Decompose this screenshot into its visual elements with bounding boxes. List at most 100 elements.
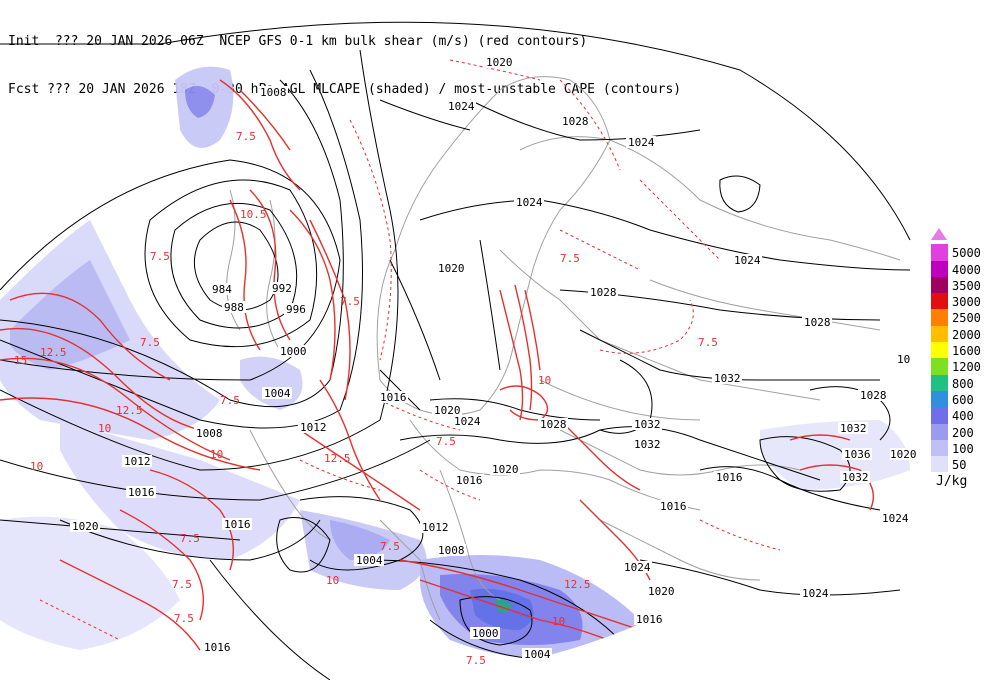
isobar-label: 1028 — [804, 316, 831, 329]
legend-label: 2000 — [952, 327, 981, 342]
shear-label: 10 — [210, 448, 223, 461]
legend-row: 2000 — [928, 325, 998, 343]
cape-legend: 5000 4000 3500 3000 2500 2000 1600 1200 800 600 40… — [928, 228, 998, 473]
shear-label: 7.5 — [560, 252, 580, 265]
isobar-label: 1004 — [356, 554, 383, 567]
shear-label: 10.5 — [240, 208, 267, 221]
shear-label: 7.5 — [436, 435, 456, 448]
legend-swatch — [931, 260, 948, 277]
isobar-label: 1028 — [540, 418, 567, 431]
legend-row: 400 — [928, 407, 998, 424]
isobar-label: 988 — [224, 301, 244, 314]
legend-swatch — [931, 309, 948, 326]
legend-swatch — [931, 325, 948, 343]
isobar-label: 1024 — [802, 587, 829, 600]
isobar-label: 996 — [286, 303, 306, 316]
isobar-label: 1028 — [590, 286, 617, 299]
legend-swatch — [931, 456, 948, 473]
legend-row: 800 — [928, 374, 998, 391]
shear-label: 12.5 — [40, 346, 67, 359]
isobar-label: 984 — [212, 283, 232, 296]
legend-row: 200 — [928, 423, 998, 440]
isobar-label: 1024 — [454, 415, 481, 428]
isobar-label: 1016 — [660, 500, 687, 513]
isobar-label: 1008 — [196, 427, 223, 440]
isobar-label: 1032 — [634, 438, 661, 451]
isobar-label: 1020 — [486, 56, 513, 69]
isobar-label: 1020 — [72, 520, 99, 533]
isobar-label: 1032 — [842, 471, 869, 484]
isobar-label: 1012 — [300, 421, 327, 434]
isobar-label: 10 — [897, 353, 910, 366]
legend-swatch — [931, 342, 948, 359]
legend-row: 600 — [928, 390, 998, 408]
isobar-label: 1036 — [844, 448, 871, 461]
header-fcst-line: Fcst ??? 20 JAN 2026 18Z 0-30 hPa AGL ML… — [8, 82, 682, 97]
shear-label: 7.5 — [698, 336, 718, 349]
shear-label: 10 — [30, 460, 43, 473]
legend-row: 1200 — [928, 358, 998, 375]
legend-row: 2500 — [928, 309, 998, 326]
shear-label: 7.5 — [340, 295, 360, 308]
isobar-label: 1020 — [434, 404, 461, 417]
shear-label: 7.5 — [174, 612, 194, 625]
legend-units: J/kg — [936, 474, 968, 489]
isobar-labels: 1008 1024 1028 1024 1020 1024 1028 1024 … — [70, 56, 917, 661]
legend-label: 2500 — [952, 311, 981, 326]
header-init-line: Init ??? 20 JAN 2026 06Z NCEP GFS 0-1 km… — [8, 34, 588, 49]
legend-row: 100 — [928, 439, 998, 457]
legend-swatch — [931, 407, 948, 424]
legend-row: 5000 — [928, 244, 998, 261]
shear-label: 7.5 — [236, 130, 256, 143]
shear-label: 12.5 — [116, 404, 143, 417]
isobar-label: 1016 — [716, 471, 743, 484]
shear-label: 7.5 — [140, 336, 160, 349]
shear-label: 10 — [538, 374, 551, 387]
legend-swatch — [931, 423, 948, 440]
shear-contours — [0, 79, 874, 651]
shear-labels: 7.5 10.5 7.5 7.5 15 12.5 10 7.5 10 12.5 … — [14, 130, 718, 667]
legend-swatch — [931, 358, 948, 375]
legend-swatch — [931, 439, 948, 457]
legend-label: 4000 — [952, 262, 981, 277]
legend-swatch — [931, 276, 948, 294]
isobar-label: 1024 — [628, 136, 655, 149]
legend-label: 50 — [952, 458, 967, 473]
legend-row: 3500 — [928, 276, 998, 294]
shear-label: 10 — [98, 422, 111, 435]
coastlines — [226, 76, 901, 621]
isobar-label: 1032 — [634, 418, 661, 431]
isobar-label: 1024 — [734, 254, 761, 267]
legend-row: 50 — [928, 456, 998, 473]
isobar-label: 1020 — [438, 262, 465, 275]
legend-label: 3500 — [952, 278, 981, 293]
legend-swatch — [931, 293, 948, 310]
shear-label: 15 — [14, 354, 27, 367]
isobar-label: 1008 — [438, 544, 465, 557]
isobar-label: 1016 — [380, 391, 407, 404]
legend-swatch — [931, 390, 948, 408]
legend-label: 400 — [952, 409, 974, 424]
isobar-label: 1024 — [516, 196, 543, 209]
map-domain — [0, 49, 910, 680]
legend-swatch — [931, 374, 948, 391]
isobar-label: 1028 — [562, 115, 589, 128]
legend-row: 1600 — [928, 342, 998, 359]
isobar-label: 1024 — [448, 100, 475, 113]
isobar-label: 1020 — [492, 463, 519, 476]
isobar-label: 1024 — [624, 561, 651, 574]
isobar-label: 1008 — [260, 86, 287, 99]
isobar-label: 1016 — [636, 613, 663, 626]
legend-label: 600 — [952, 392, 974, 407]
legend-label: 200 — [952, 425, 974, 440]
legend-arrow-icon — [931, 228, 947, 240]
isobar-label: 1000 — [280, 345, 307, 358]
isobar-label: 1032 — [714, 372, 741, 385]
shear-label: 7.5 — [180, 532, 200, 545]
legend-row: 4000 — [928, 260, 998, 277]
isobar-label: 1012 — [422, 521, 449, 534]
isobar-label: 1016 — [224, 518, 251, 531]
shear-label: 7.5 — [172, 578, 192, 591]
legend-label: 1200 — [952, 360, 981, 375]
